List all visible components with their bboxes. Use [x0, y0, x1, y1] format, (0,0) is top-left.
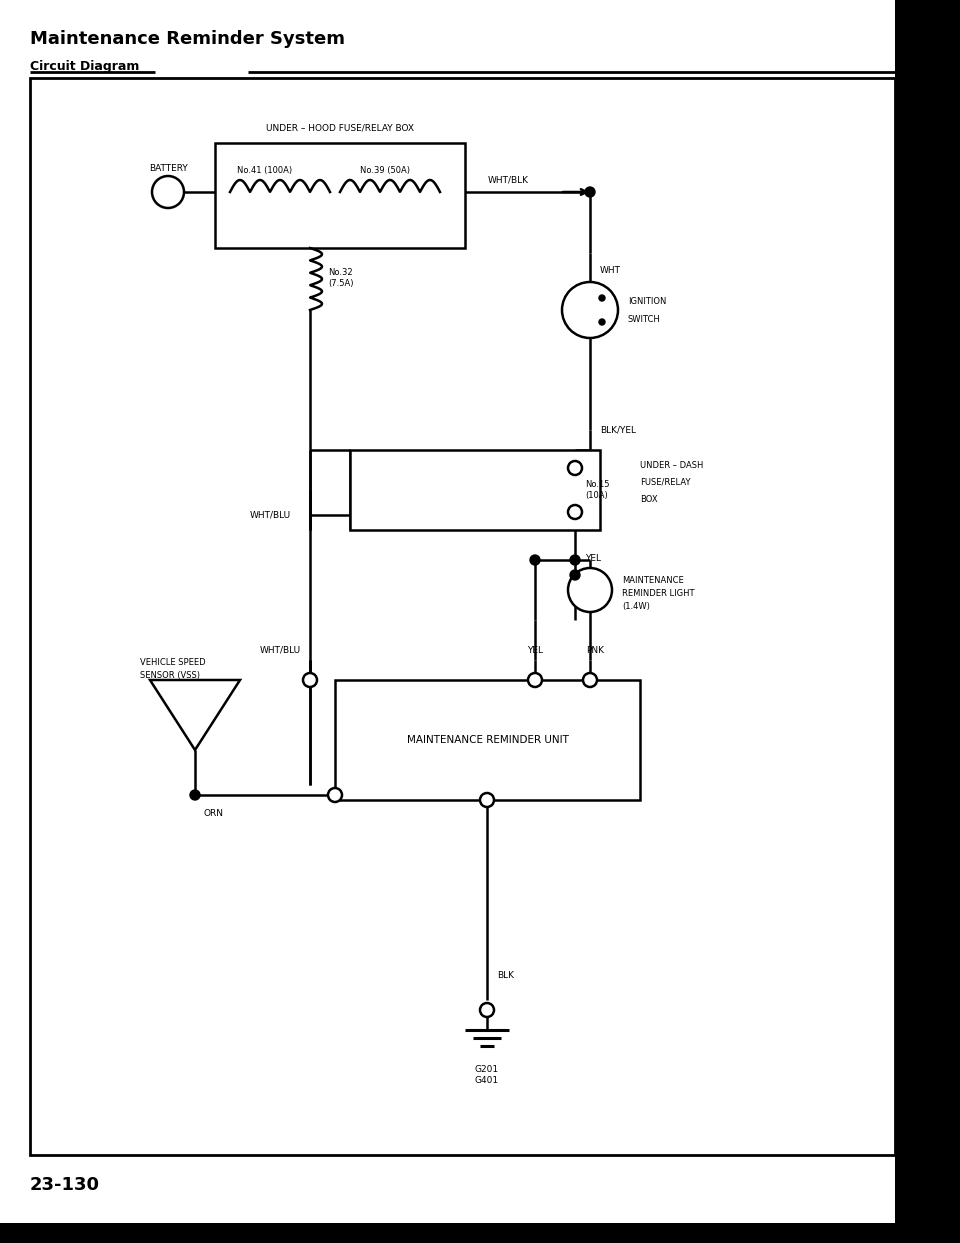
- Text: BATTERY: BATTERY: [149, 164, 187, 173]
- Text: YEL: YEL: [527, 645, 543, 655]
- Text: WHT/BLU: WHT/BLU: [250, 511, 291, 520]
- Circle shape: [530, 556, 540, 566]
- Text: MAINTENANCE: MAINTENANCE: [622, 576, 684, 584]
- Circle shape: [152, 177, 184, 208]
- Bar: [335, 680, 640, 800]
- Circle shape: [585, 186, 595, 196]
- Text: 23-130: 23-130: [30, 1176, 100, 1195]
- Text: −: −: [583, 580, 597, 599]
- Circle shape: [303, 672, 317, 687]
- Bar: [30, 78, 895, 1155]
- Text: No.15
(10A): No.15 (10A): [585, 480, 610, 500]
- Text: PNK: PNK: [586, 645, 604, 655]
- Bar: [215, 143, 465, 249]
- Circle shape: [190, 791, 200, 800]
- Text: UNDER – HOOD FUSE/RELAY BOX: UNDER – HOOD FUSE/RELAY BOX: [266, 123, 414, 133]
- Text: WHT/BLK: WHT/BLK: [488, 175, 529, 184]
- Text: BLK: BLK: [497, 971, 514, 979]
- Text: VEHICLE SPEED: VEHICLE SPEED: [140, 658, 205, 666]
- Text: SWITCH: SWITCH: [628, 314, 660, 323]
- Circle shape: [480, 1003, 494, 1017]
- Text: YEL: YEL: [585, 553, 601, 563]
- Text: MAINTENANCE REMINDER UNIT: MAINTENANCE REMINDER UNIT: [407, 735, 568, 745]
- Text: BOX: BOX: [640, 495, 658, 503]
- Circle shape: [583, 672, 597, 687]
- Text: Maintenance Reminder System: Maintenance Reminder System: [30, 30, 345, 48]
- Text: +: +: [161, 184, 175, 199]
- Text: UNDER – DASH: UNDER – DASH: [640, 460, 704, 470]
- Text: SENSOR (VSS): SENSOR (VSS): [140, 670, 200, 680]
- Text: WHT: WHT: [600, 266, 621, 275]
- Circle shape: [562, 282, 618, 338]
- Circle shape: [528, 672, 542, 687]
- Circle shape: [480, 793, 494, 807]
- Text: ORN: ORN: [203, 808, 223, 818]
- Text: No.39 (50A): No.39 (50A): [360, 165, 410, 174]
- Text: BAT: BAT: [579, 297, 593, 306]
- Text: (1.4W): (1.4W): [622, 602, 650, 610]
- Text: carmanualsonline.info: carmanualsonline.info: [740, 1223, 848, 1233]
- Text: WHT/BLU: WHT/BLU: [259, 645, 300, 655]
- Circle shape: [599, 319, 605, 324]
- Text: No.41 (100A): No.41 (100A): [237, 165, 293, 174]
- Circle shape: [568, 505, 582, 520]
- Circle shape: [570, 556, 580, 566]
- Text: IGNITION: IGNITION: [628, 297, 666, 306]
- Text: Circuit Diagram: Circuit Diagram: [30, 60, 139, 73]
- Circle shape: [568, 568, 612, 612]
- Text: BLK/YEL: BLK/YEL: [600, 425, 636, 435]
- Bar: [895, 0, 960, 1243]
- Text: G201
G401: G201 G401: [475, 1065, 499, 1085]
- Circle shape: [570, 571, 580, 580]
- Bar: [0, 1223, 960, 1243]
- Circle shape: [328, 788, 342, 802]
- Circle shape: [599, 295, 605, 301]
- Text: REMINDER LIGHT: REMINDER LIGHT: [622, 588, 694, 598]
- Text: FUSE/RELAY: FUSE/RELAY: [640, 477, 690, 486]
- Circle shape: [568, 461, 582, 475]
- Text: IG1: IG1: [580, 314, 592, 323]
- Bar: [350, 450, 600, 530]
- Text: No.32
(7.5A): No.32 (7.5A): [328, 268, 353, 287]
